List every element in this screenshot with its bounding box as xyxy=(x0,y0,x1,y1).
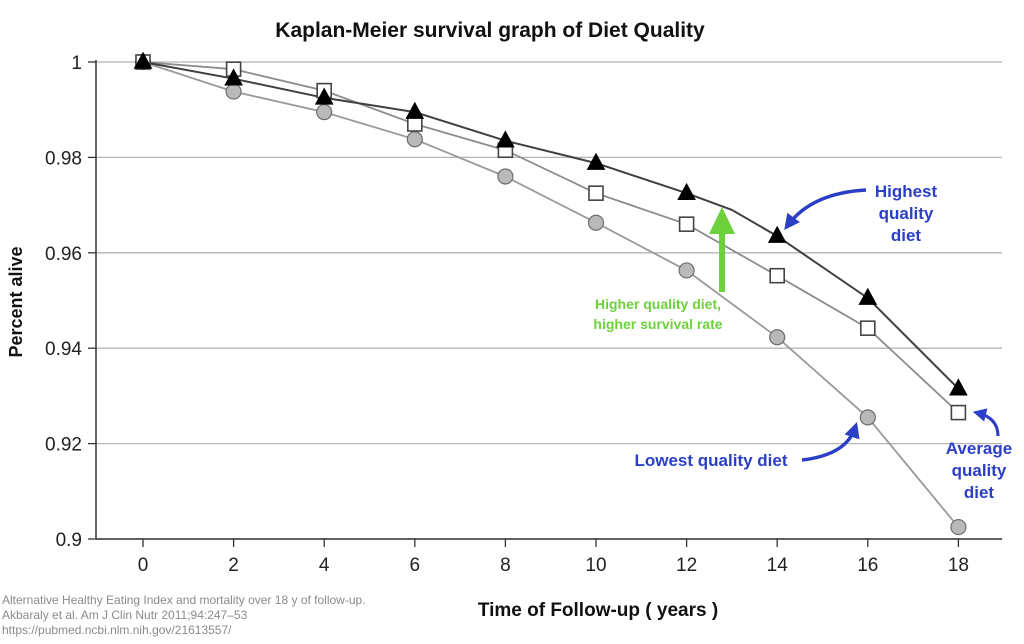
annotation-highest-line-2: quality xyxy=(879,204,934,223)
y-axis-label: Percent alive xyxy=(6,246,26,357)
series-line-square xyxy=(142,61,960,414)
x-tick-labels: 0 2 4 6 8 10 12 14 16 18 xyxy=(138,555,969,576)
triangle-point-0 xyxy=(133,51,153,69)
annotation-highest-line-3: diet xyxy=(891,226,922,245)
triangle-point-6 xyxy=(405,101,425,119)
annotation-lowest-arrow xyxy=(801,422,860,462)
x-tick-label-9: 18 xyxy=(948,555,969,576)
square-point-18 xyxy=(950,404,967,421)
square-point-6 xyxy=(406,116,423,132)
circle-point-6 xyxy=(406,131,423,148)
triangle-point-4 xyxy=(314,87,334,105)
square-point-16 xyxy=(859,320,876,336)
y-tick-label-1: 0.92 xyxy=(45,435,82,456)
series-lines xyxy=(142,61,960,528)
circle-point-16 xyxy=(859,409,876,426)
series-line-circle xyxy=(142,61,960,528)
x-tick-label-8: 16 xyxy=(857,555,878,576)
source-line-3: https://pubmed.ncbi.nlm.nih.gov/21613557… xyxy=(2,623,232,637)
y-tick-label-0: 0.9 xyxy=(56,530,82,551)
x-tick-label-0: 0 xyxy=(138,555,149,576)
source-line-2: Akbaraly et al. Am J Clin Nutr 2011;94:2… xyxy=(2,608,248,622)
annotation-lowest-line-1: Lowest quality diet xyxy=(634,451,787,470)
circle-point-8 xyxy=(497,168,514,185)
annotation-average-line-1: Average xyxy=(946,439,1012,458)
circle-point-4 xyxy=(316,103,333,121)
x-axis-label: Time of Follow-up ( years ) xyxy=(478,600,718,621)
y-tick-label-4: 0.98 xyxy=(45,148,82,169)
x-tick-label-4: 8 xyxy=(500,555,511,576)
x-tick-label-2: 4 xyxy=(319,555,330,576)
x-tick-label-1: 2 xyxy=(228,555,239,576)
annotation-higher-survival: Higher quality diet, higher survival rat… xyxy=(593,207,735,332)
annotation-highest-arrow xyxy=(784,188,867,231)
triangle-point-16 xyxy=(858,287,878,305)
annotation-highest-line-1: Highest xyxy=(875,182,938,201)
y-tick-label-5: 1 xyxy=(71,53,82,74)
triangle-point-14 xyxy=(767,225,787,243)
square-point-14 xyxy=(769,267,786,284)
y-tick-label-2: 0.94 xyxy=(45,339,82,360)
y-tick-labels: 0.9 0.92 0.94 0.96 0.98 1 xyxy=(45,53,82,551)
circle-point-12 xyxy=(678,262,695,279)
annotation-average-line-3: diet xyxy=(964,483,995,502)
annotation-higher-arrow-head xyxy=(709,207,735,234)
annotation-highest: Highest quality diet xyxy=(784,182,938,245)
axes xyxy=(88,60,1002,547)
triangle-point-8 xyxy=(496,130,515,148)
circle-point-2 xyxy=(225,83,242,100)
annotation-average-arrow xyxy=(972,408,1000,437)
annotation-average-line-2: quality xyxy=(952,461,1007,480)
source-citation: Alternative Healthy Eating Index and mor… xyxy=(2,593,366,637)
circle-point-14 xyxy=(769,329,786,346)
circle-point-18 xyxy=(950,518,967,536)
circle-point-10 xyxy=(587,214,605,231)
annotation-lowest: Lowest quality diet xyxy=(634,422,860,470)
triangle-point-18 xyxy=(949,378,968,396)
series-line-triangle xyxy=(142,61,960,390)
triangle-point-2 xyxy=(224,68,243,86)
y-tick-label-3: 0.96 xyxy=(45,244,82,265)
square-point-12 xyxy=(678,216,695,232)
annotation-average: Average quality diet xyxy=(946,408,1012,502)
x-tick-label-7: 14 xyxy=(767,555,789,576)
series-markers xyxy=(133,51,968,536)
annotation-higher-line-2: higher survival rate xyxy=(593,316,722,332)
source-line-1: Alternative Healthy Eating Index and mor… xyxy=(2,593,366,607)
chart-title: Kaplan-Meier survival graph of Diet Qual… xyxy=(275,19,705,42)
triangle-point-10 xyxy=(586,152,606,170)
square-point-10 xyxy=(588,185,604,201)
annotation-higher-line-1: Higher quality diet, xyxy=(595,296,721,312)
x-tick-label-5: 10 xyxy=(585,555,606,576)
x-tick-label-3: 6 xyxy=(410,555,421,576)
x-tick-label-6: 12 xyxy=(676,555,697,576)
triangle-point-12 xyxy=(677,182,696,200)
